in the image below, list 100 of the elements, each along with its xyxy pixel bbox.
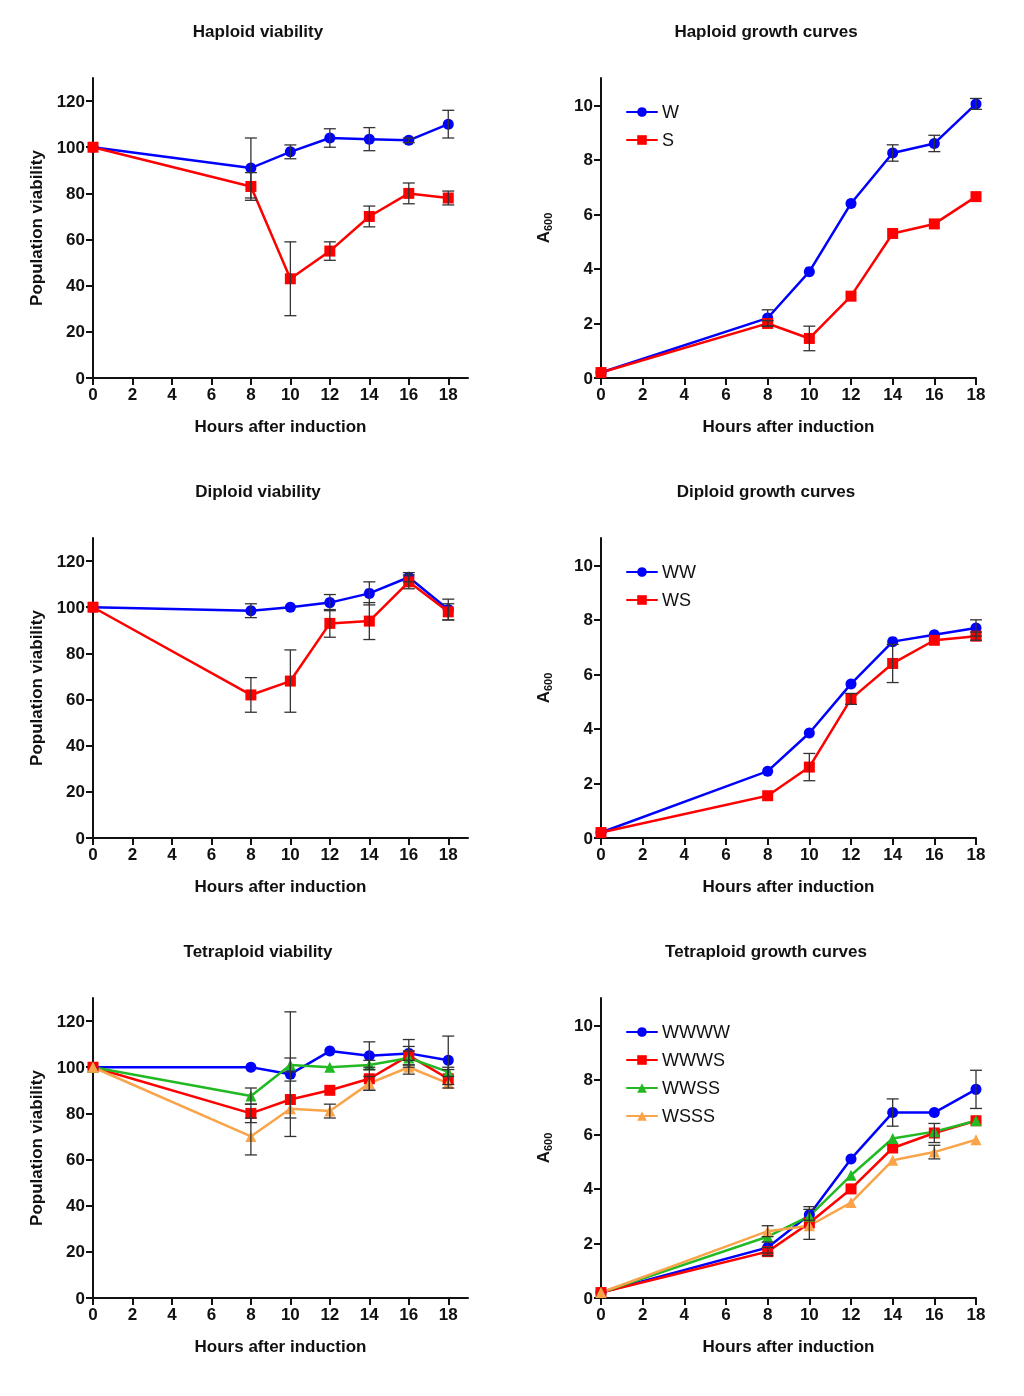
y-tick-label: 20	[66, 1242, 85, 1262]
y-tick-label: 60	[66, 230, 85, 250]
x-axis-title: Hours after induction	[702, 1337, 875, 1356]
x-tick-label: 14	[883, 1305, 903, 1324]
y-tick-label: 20	[66, 782, 85, 802]
x-tick-label: 8	[762, 845, 773, 864]
x-tick-label: 18	[966, 1305, 986, 1324]
x-tick-label: 8	[246, 1305, 256, 1324]
chart-title: Tetraploid viability	[183, 942, 334, 961]
legend-label: WSSS	[662, 1106, 716, 1126]
x-tick-label: 2	[127, 845, 138, 864]
x-tick-label: 12	[841, 385, 861, 404]
x-tick-label: 6	[206, 845, 217, 864]
x-tick-label: 12	[841, 845, 861, 864]
y-axis-title: Population viability	[27, 149, 46, 306]
legend-label: S	[662, 130, 675, 150]
x-tick-label: 10	[280, 1305, 300, 1324]
x-tick-label: 10	[280, 385, 300, 404]
x-tick-label: 2	[127, 1305, 138, 1324]
y-tick-label: 0	[583, 828, 593, 848]
y-tick-label: 10	[574, 1015, 593, 1035]
x-tick-label: 18	[438, 385, 458, 404]
chart-title: Diploid viability	[195, 482, 322, 501]
y-tick-label: 0	[75, 1288, 85, 1308]
y-tick-label: 4	[583, 259, 594, 279]
x-tick-label: 6	[721, 845, 731, 864]
y-tick-label: 100	[56, 597, 85, 617]
x-tick-label: 2	[637, 845, 648, 864]
y-tick-label: 80	[66, 183, 85, 203]
x-tick-label: 6	[206, 1305, 217, 1324]
y-tick-label: 0	[583, 1288, 593, 1308]
x-axis-title: Hours after induction	[194, 417, 367, 436]
y-tick-label: 4	[583, 1179, 594, 1199]
legend-label: W	[662, 102, 679, 122]
x-tick-label: 0	[88, 385, 98, 404]
x-tick-label: 18	[966, 385, 986, 404]
y-tick-label: 0	[583, 368, 593, 388]
x-tick-label: 6	[206, 385, 217, 404]
x-tick-label: 2	[127, 385, 138, 404]
x-tick-label: 4	[679, 385, 690, 404]
x-tick-label: 12	[841, 1305, 861, 1324]
x-tick-label: 6	[721, 385, 731, 404]
x-tick-label: 8	[246, 845, 256, 864]
y-tick-label: 6	[583, 664, 593, 684]
x-tick-label: 16	[924, 385, 944, 404]
x-tick-label: 8	[246, 385, 256, 404]
y-tick-label: 80	[66, 643, 85, 663]
x-tick-label: 2	[637, 1305, 648, 1324]
y-tick-label: 40	[66, 736, 85, 756]
y-tick-label: 0	[75, 828, 85, 848]
y-tick-label: 120	[56, 551, 85, 571]
x-tick-label: 12	[320, 1305, 340, 1324]
y-tick-label: 20	[66, 322, 85, 342]
legend-label: WWSS	[662, 1078, 720, 1098]
y-axis-title: A600	[534, 212, 554, 244]
x-tick-label: 14	[883, 385, 903, 404]
y-tick-label: 2	[583, 313, 593, 333]
x-tick-label: 10	[799, 845, 819, 864]
y-tick-label: 40	[66, 276, 85, 296]
x-tick-label: 12	[320, 845, 340, 864]
x-tick-label: 18	[966, 845, 986, 864]
x-axis-title: Hours after induction	[194, 1337, 367, 1356]
y-tick-label: 40	[66, 1196, 85, 1216]
x-tick-label: 10	[799, 385, 819, 404]
chart-title: Haploid growth curves	[674, 22, 858, 41]
legend-label: WWWS	[662, 1050, 725, 1070]
x-tick-label: 4	[679, 845, 690, 864]
y-tick-label: 100	[56, 1057, 85, 1077]
x-tick-label: 16	[924, 1305, 944, 1324]
y-tick-label: 8	[583, 150, 593, 170]
y-tick-label: 120	[56, 1011, 85, 1031]
x-tick-label: 16	[399, 845, 419, 864]
y-axis-title: Population viability	[27, 1069, 46, 1226]
x-tick-label: 16	[399, 1305, 419, 1324]
chart-title: Diploid growth curves	[676, 482, 856, 501]
x-tick-label: 4	[167, 1305, 178, 1324]
chart-title: Haploid viability	[192, 22, 324, 41]
x-tick-label: 14	[883, 845, 903, 864]
x-tick-label: 14	[359, 385, 380, 404]
y-tick-label: 10	[574, 555, 593, 575]
x-tick-label: 8	[762, 1305, 773, 1324]
chart-title: Tetraploid growth curves	[665, 942, 867, 961]
y-tick-label: 120	[56, 91, 85, 111]
y-axis-title: A600	[534, 1132, 554, 1164]
x-tick-label: 0	[596, 1305, 606, 1324]
x-tick-label: 18	[438, 1305, 458, 1324]
x-tick-label: 14	[359, 845, 380, 864]
x-tick-label: 4	[679, 1305, 690, 1324]
x-tick-label: 4	[167, 845, 178, 864]
y-tick-label: 60	[66, 1150, 85, 1170]
y-tick-label: 10	[574, 95, 593, 115]
x-axis-title: Hours after induction	[702, 877, 875, 896]
x-tick-label: 10	[799, 1305, 819, 1324]
x-tick-label: 0	[596, 385, 606, 404]
x-tick-label: 6	[721, 1305, 731, 1324]
x-axis-title: Hours after induction	[702, 417, 875, 436]
y-axis-title: Population viability	[27, 609, 46, 766]
x-tick-label: 2	[637, 385, 648, 404]
x-tick-label: 0	[596, 845, 606, 864]
y-tick-label: 8	[583, 610, 593, 630]
